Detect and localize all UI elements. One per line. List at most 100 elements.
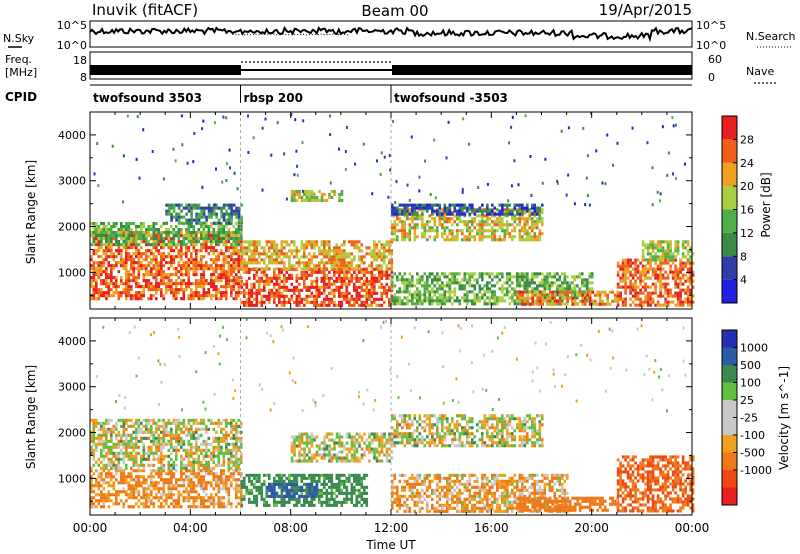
heatmap-cell	[365, 303, 369, 307]
heatmap-cell	[150, 261, 153, 265]
heatmap-cell	[428, 226, 432, 230]
heatmap-cell	[100, 264, 103, 268]
heatmap-cell	[503, 287, 507, 291]
heatmap-cell	[651, 203, 654, 207]
heatmap-cell	[644, 294, 647, 298]
heatmap-cell	[230, 231, 233, 235]
heatmap-cell	[310, 273, 314, 277]
heatmap-cell	[388, 267, 391, 271]
heatmap-cell	[328, 276, 331, 280]
heatmap-cell	[127, 291, 131, 295]
heatmap-cell	[343, 249, 346, 253]
y-tick-label: 4000	[58, 129, 86, 142]
heatmap-cell	[235, 279, 238, 283]
heatmap-cell	[323, 192, 326, 196]
heatmap-cell	[205, 279, 208, 283]
heatmap-cell	[97, 276, 101, 280]
heatmap-cell	[471, 299, 474, 303]
heatmap-cell	[503, 208, 507, 212]
heatmap-cell	[92, 285, 96, 289]
heatmap-cell	[488, 209, 492, 213]
heatmap-cell	[112, 460, 116, 464]
heatmap-cell	[145, 255, 148, 259]
heatmap-cell	[107, 481, 111, 485]
heatmap-cell	[481, 209, 484, 213]
heatmap-cell	[619, 267, 622, 271]
heatmap-cell	[340, 261, 344, 265]
heatmap-cell	[160, 270, 163, 274]
heatmap-cell	[185, 249, 188, 253]
heatmap-cell	[416, 278, 419, 282]
heatmap-cell	[90, 484, 93, 488]
heatmap-cell	[230, 279, 233, 283]
heatmap-cell	[493, 238, 497, 242]
heatmap-cell	[301, 141, 304, 145]
heatmap-cell	[531, 302, 534, 306]
heatmap-cell	[175, 484, 178, 488]
freq-band-segment-1	[90, 65, 241, 75]
heatmap-cell	[235, 231, 238, 235]
heatmap-cell	[408, 281, 412, 285]
heatmap-cell	[646, 294, 650, 298]
heatmap-cell	[343, 240, 346, 244]
heatmap-cell	[90, 433, 93, 437]
heatmap-cell	[172, 282, 176, 286]
heatmap-cell	[315, 270, 319, 274]
heatmap-cell	[433, 229, 437, 233]
heatmap-cell	[170, 246, 173, 250]
heatmap-cell	[433, 217, 437, 221]
heatmap-cell	[624, 270, 627, 274]
heatmap-cell	[177, 215, 181, 219]
heatmap-cell	[132, 478, 136, 482]
heatmap-cell	[255, 279, 259, 283]
heatmap-cell	[518, 290, 522, 294]
heatmap-cell	[92, 261, 96, 265]
heatmap-cell	[353, 258, 356, 262]
heatmap-cell	[180, 288, 183, 292]
heatmap-cell	[556, 293, 559, 297]
heatmap-cell	[398, 217, 402, 221]
heatmap-cell	[278, 291, 281, 295]
heatmap-cell	[248, 288, 251, 292]
heatmap-cell	[383, 273, 386, 277]
heatmap-cell	[486, 206, 489, 210]
heatmap-cell	[207, 282, 211, 286]
heatmap-cell	[190, 252, 193, 256]
heatmap-cell	[501, 287, 504, 291]
heatmap-cell	[253, 297, 256, 301]
heatmap-cell	[661, 282, 665, 286]
heatmap-cell	[222, 203, 226, 207]
heatmap-cell	[426, 275, 429, 279]
heatmap-cell	[689, 279, 692, 283]
heatmap-cell	[390, 267, 394, 271]
heatmap-cell	[588, 203, 591, 207]
heatmap-cell	[192, 294, 196, 298]
heatmap-cell	[533, 281, 537, 285]
heatmap-cell	[157, 252, 161, 256]
heatmap-cell	[543, 281, 547, 285]
heatmap-cell	[97, 421, 101, 425]
heatmap-cell	[330, 195, 334, 199]
heatmap-cell	[581, 290, 584, 294]
heatmap-cell	[310, 261, 314, 265]
heatmap-cell	[350, 258, 354, 262]
heatmap-cell	[132, 252, 136, 256]
heatmap-cell	[175, 255, 178, 259]
heatmap-cell	[426, 287, 429, 291]
heatmap-cell	[411, 217, 414, 221]
heatmap-cell	[641, 273, 645, 277]
heatmap-cell	[568, 284, 572, 288]
heatmap-cell	[443, 232, 447, 236]
heatmap-cell	[200, 225, 203, 229]
heatmap-cell	[438, 217, 442, 221]
heatmap-cell	[511, 209, 514, 213]
heatmap-cell	[521, 209, 524, 213]
heatmap-cell	[423, 203, 427, 207]
heatmap-cell	[551, 281, 554, 285]
heatmap-cell	[240, 490, 243, 494]
heatmap-cell	[394, 201, 397, 204]
heatmap-cell	[526, 229, 529, 233]
heatmap-cell	[180, 282, 183, 286]
heatmap-cell	[112, 475, 116, 479]
heatmap-cell	[506, 203, 509, 207]
